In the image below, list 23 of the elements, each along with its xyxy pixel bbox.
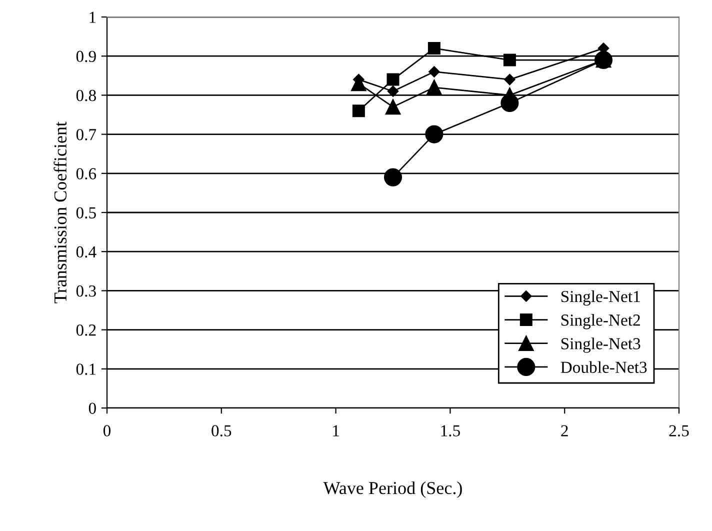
legend-label: Single-Net3 <box>561 338 640 353</box>
y-tick-label: 0.6 <box>76 168 96 180</box>
y-tick-label: 0.2 <box>76 324 96 336</box>
y-tick-label: 0.7 <box>76 129 96 140</box>
x-tick-label: 2 <box>561 425 568 436</box>
y-tick-label: 0.9 <box>76 50 96 62</box>
x-tick-label: 0.5 <box>212 425 232 436</box>
legend-label: Single-Net2 <box>561 314 640 330</box>
y-tick-label: 0.3 <box>76 285 96 297</box>
legend-label: Single-Net1 <box>561 290 640 306</box>
legend-label: Double-Net3 <box>560 361 647 373</box>
y-tick-label: 0 <box>88 402 96 414</box>
y-tick-label: 0.4 <box>76 246 96 258</box>
y-tick-label: 0.8 <box>76 90 96 102</box>
x-tick-label: 1 <box>333 425 339 436</box>
y-tick-label: 0.1 <box>76 364 96 375</box>
x-tick-label: 1.5 <box>441 425 460 436</box>
y-axis-title: Transmission Coefficient <box>54 122 67 304</box>
x-axis-title: Wave Period (Sec.) <box>323 481 462 498</box>
y-tick-label: 0.5 <box>76 207 96 219</box>
x-tick-label: 2.5 <box>669 425 689 436</box>
y-tick-label: 1 <box>90 12 96 23</box>
x-tick-label: 0 <box>103 425 111 436</box>
